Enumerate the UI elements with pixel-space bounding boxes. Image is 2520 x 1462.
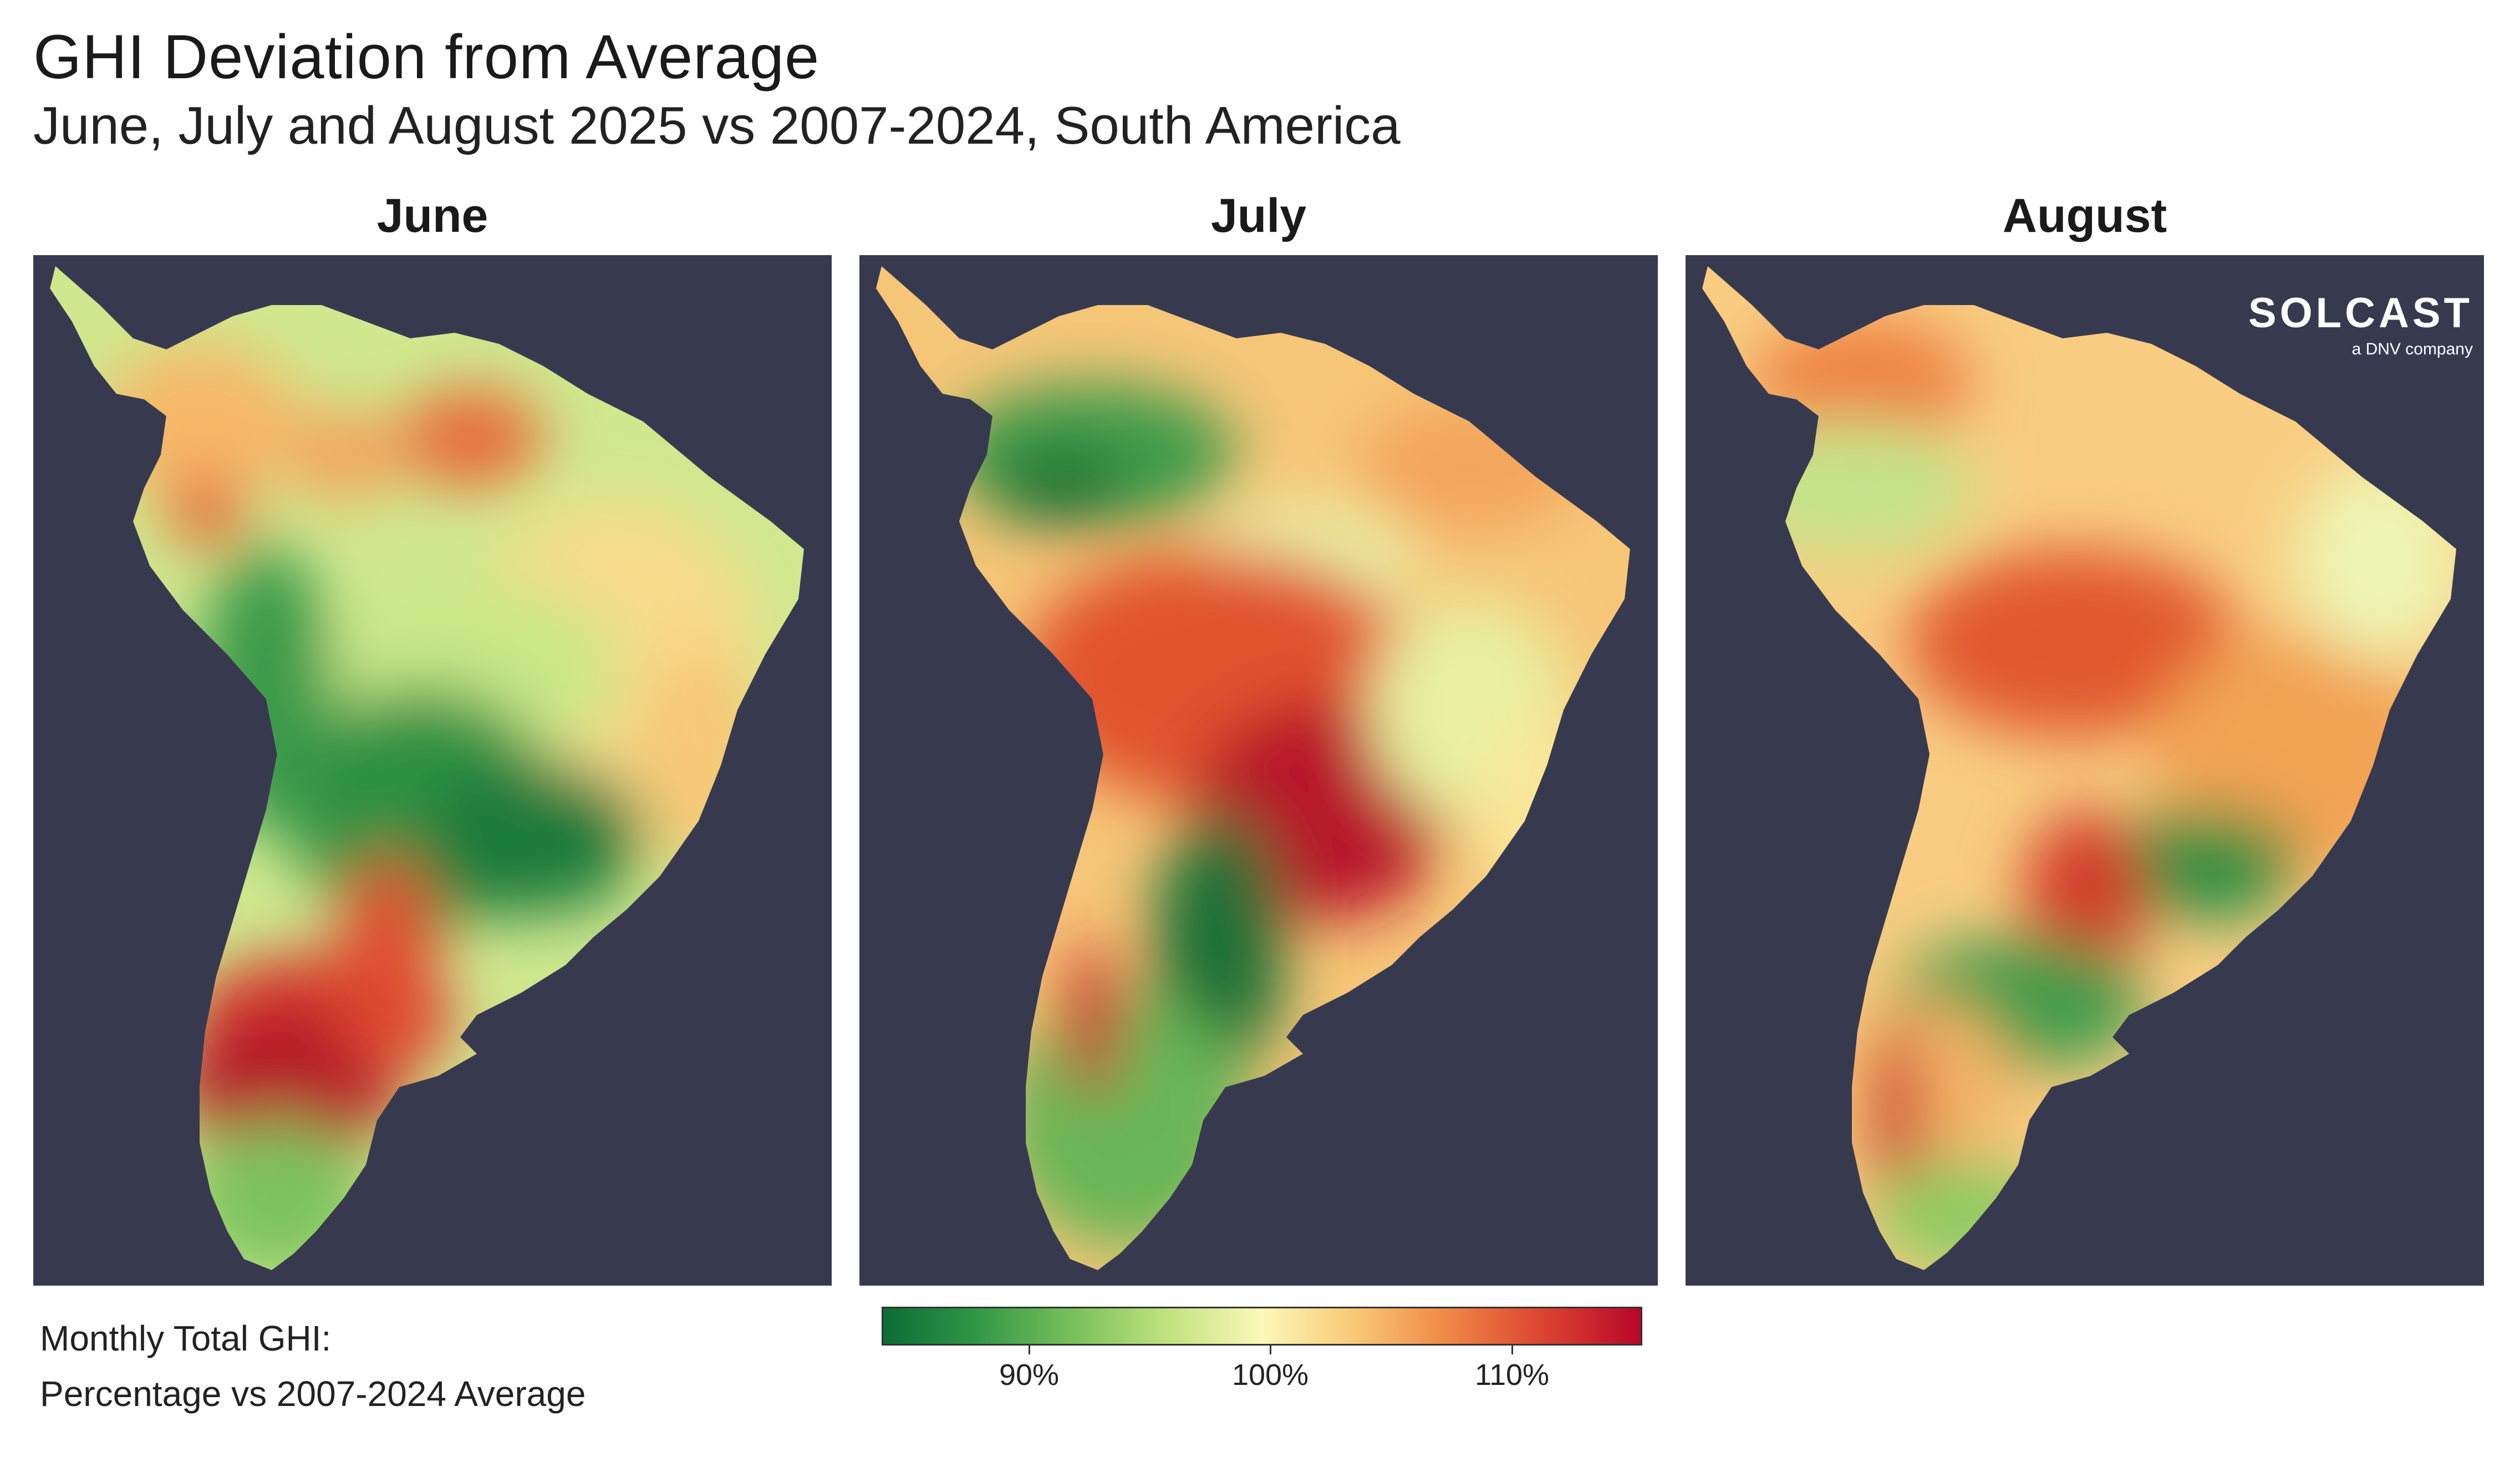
tick-label-100: 100%	[1231, 1358, 1309, 1392]
tick-mark-90	[1029, 1346, 1030, 1354]
map-july	[876, 266, 1630, 1270]
color-scale-bar	[882, 1307, 1642, 1346]
panel-title-august: August	[2002, 189, 2167, 242]
tick-mark-100	[1270, 1346, 1271, 1354]
panel-title-july: July	[1210, 189, 1307, 242]
chart-title: GHI Deviation from Average	[33, 22, 820, 92]
chart-subtitle: June, July and August 2025 vs 2007-2024,…	[33, 96, 1401, 155]
solcast-logo: SOLCAST a DNV company	[2240, 288, 2473, 383]
map-june	[50, 266, 804, 1270]
tick-label-110: 110%	[1474, 1358, 1550, 1392]
tick-label-90: 90%	[999, 1358, 1060, 1392]
logo-tagline: a DNV company	[2351, 340, 2473, 358]
map-august	[1702, 266, 2456, 1270]
panel-title-june: June	[376, 189, 488, 242]
legend-caption-line1: Monthly Total GHI:	[40, 1318, 332, 1358]
tick-mark-110	[1511, 1346, 1513, 1354]
legend-caption-line2: Percentage vs 2007-2024 Average	[40, 1374, 586, 1414]
map-panel-june	[33, 255, 832, 1286]
map-panel-august: SOLCAST a DNV company	[1686, 255, 2484, 1286]
map-panel-july	[859, 255, 1658, 1286]
logo-wordmark: SOLCAST	[2248, 290, 2473, 337]
